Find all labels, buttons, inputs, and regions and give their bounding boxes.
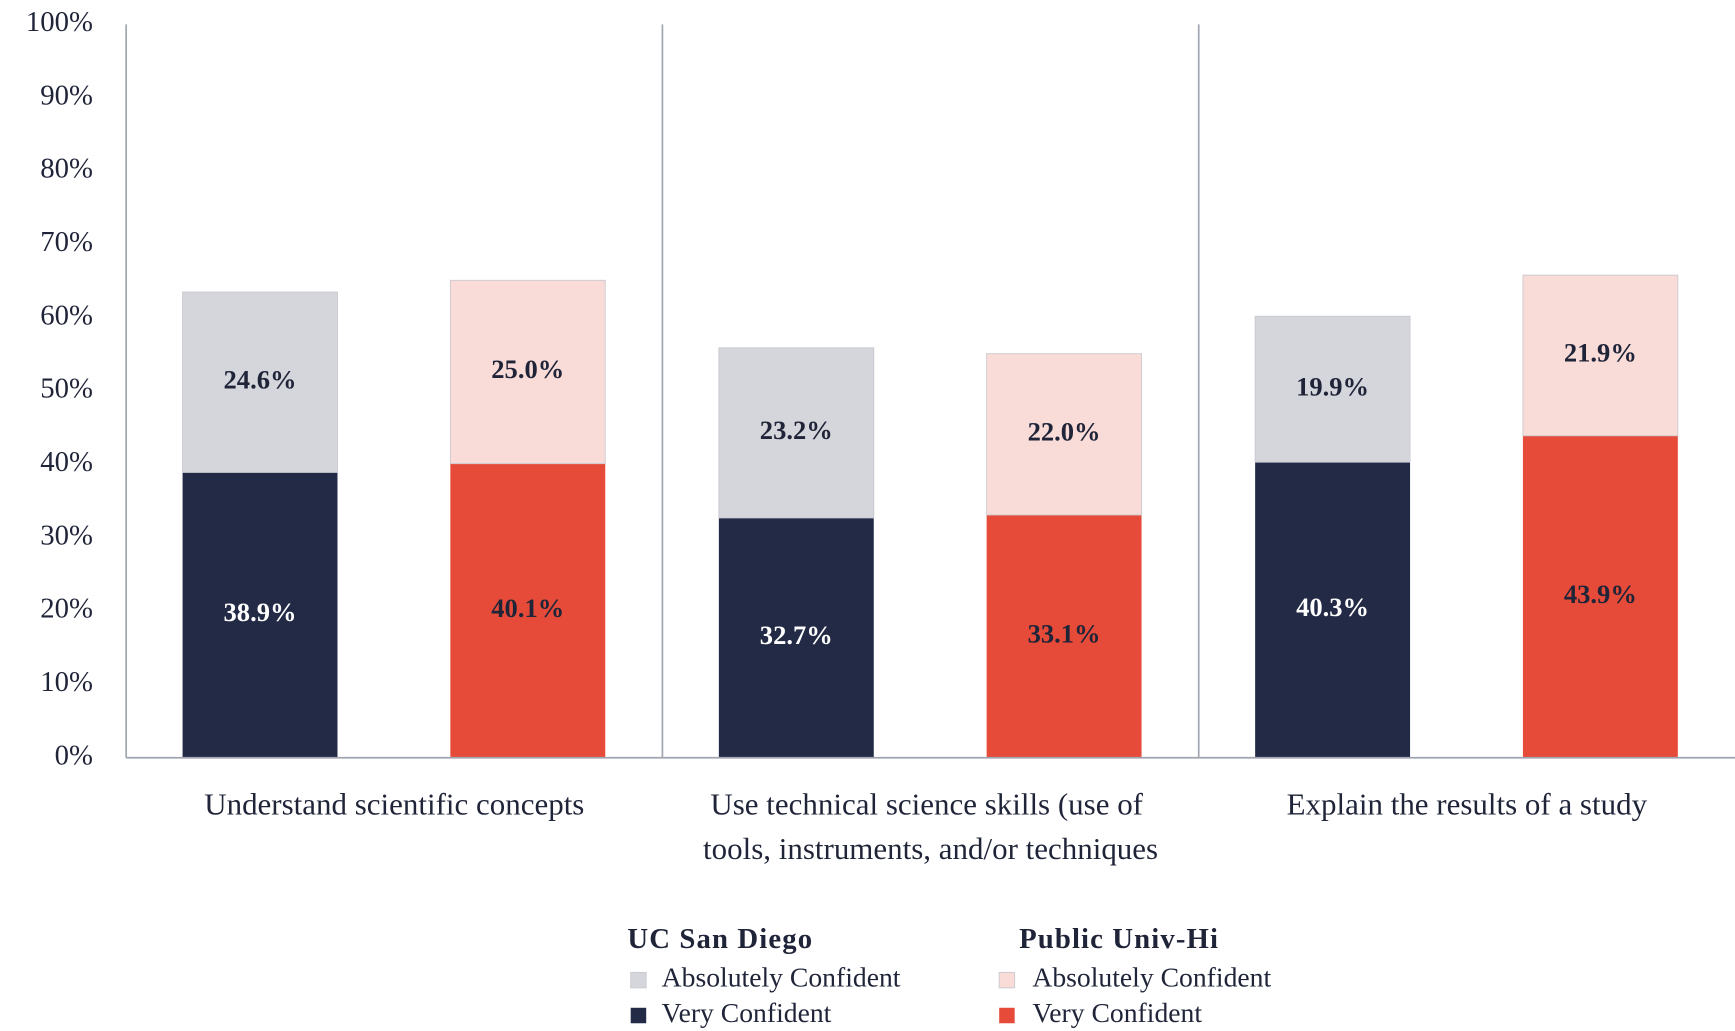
y-tick-label: 70% <box>40 226 93 258</box>
y-tick-label: 0% <box>55 739 93 771</box>
bar-segment <box>986 514 1142 758</box>
legend-swatch <box>999 1007 1015 1024</box>
y-tick-label: 30% <box>40 519 93 551</box>
y-tick-label: 20% <box>40 593 93 625</box>
legend-group-title: Public Univ-Hi <box>1019 923 1219 955</box>
data-label: 33.1% <box>1028 618 1101 648</box>
bar-segment <box>986 353 1142 516</box>
legend-label: Absolutely Confident <box>662 961 901 992</box>
data-label: 32.7% <box>760 620 833 650</box>
legend-group-title: UC San Diego <box>627 923 813 955</box>
legend-label: Very Confident <box>1032 997 1202 1028</box>
bar-segment <box>718 517 874 758</box>
x-tick-label: Explain the results of a study <box>1287 787 1648 822</box>
data-label: 23.2% <box>760 415 833 445</box>
legend-swatch <box>630 971 647 989</box>
data-label: 19.9% <box>1296 371 1369 401</box>
legend-label: Very Confident <box>662 997 832 1028</box>
legend-label: Absolutely Confident <box>1032 961 1271 992</box>
bar-segment <box>1522 435 1678 758</box>
bar-segment <box>449 279 606 465</box>
y-tick-label: 100% <box>26 6 93 38</box>
x-tick-label: Understand scientific concepts <box>204 787 584 822</box>
bar-segment <box>718 347 875 519</box>
y-tick-label: 40% <box>40 446 93 478</box>
data-label: 40.3% <box>1296 592 1369 622</box>
data-label: 38.9% <box>224 597 297 627</box>
data-label: 21.9% <box>1564 338 1637 368</box>
bar-segment <box>1255 462 1411 758</box>
legend-swatch <box>998 971 1016 989</box>
data-label: 22.0% <box>1028 416 1101 446</box>
data-label: 40.1% <box>491 593 564 623</box>
data-label: 43.9% <box>1564 579 1637 609</box>
y-tick-label: 80% <box>40 153 93 185</box>
bar-segment <box>1522 274 1679 437</box>
y-tick-label: 90% <box>40 79 93 111</box>
bar-segment <box>450 463 606 758</box>
y-tick-label: 10% <box>40 666 93 698</box>
data-label: 25.0% <box>491 354 564 384</box>
legend-swatch <box>630 1007 647 1024</box>
bar-segment <box>182 472 338 758</box>
data-label: 24.6% <box>224 364 297 394</box>
bar-segment <box>1254 315 1411 463</box>
y-tick-label: 60% <box>40 299 93 331</box>
bar-segment <box>182 291 338 473</box>
y-tick-label: 50% <box>40 373 93 405</box>
x-tick-label: Use technical science skills (use of too… <box>703 787 1158 866</box>
